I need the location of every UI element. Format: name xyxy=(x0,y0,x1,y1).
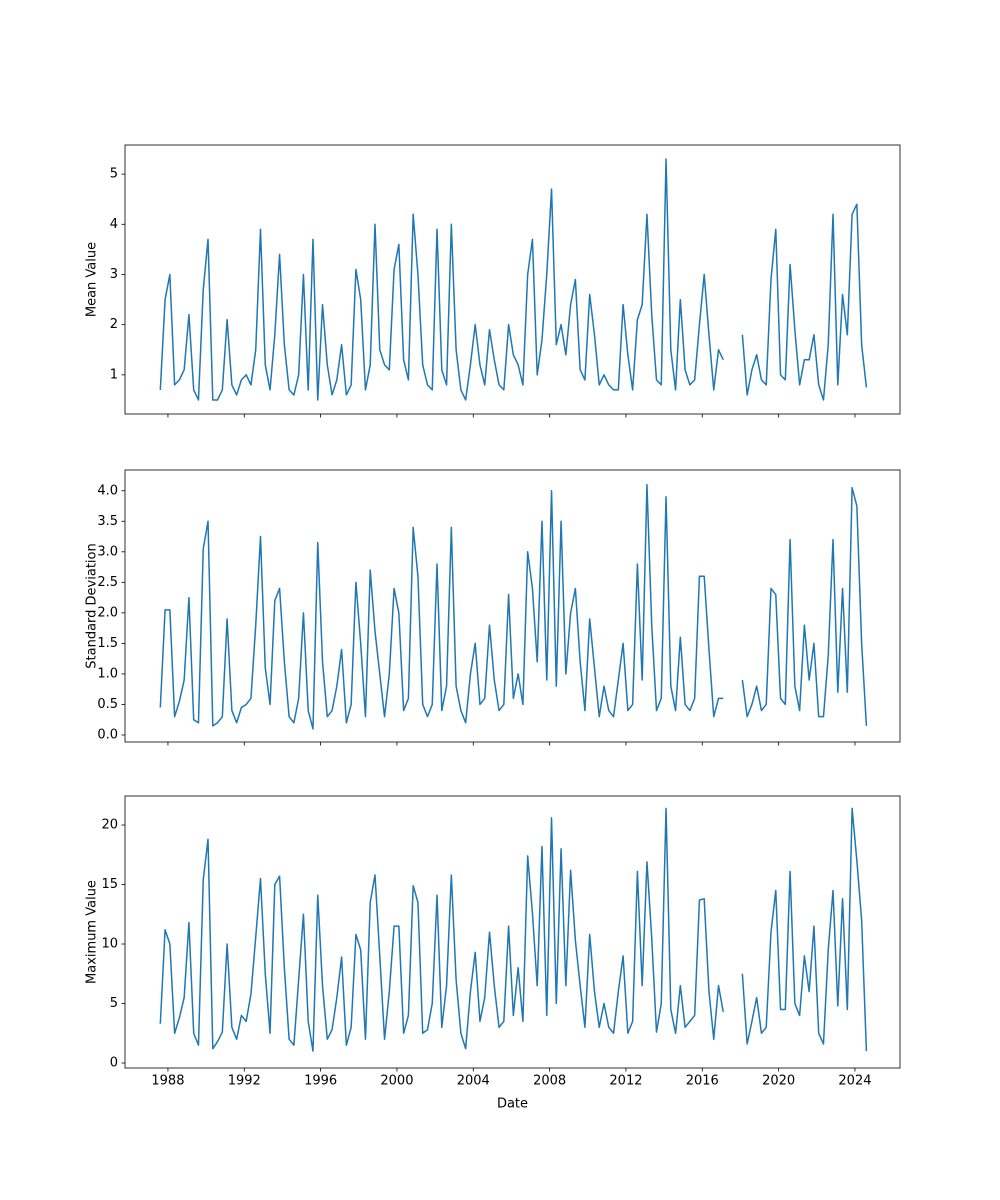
y-tick-label: 5 xyxy=(110,167,118,182)
data-line xyxy=(159,807,868,1052)
y-tick-label: 2.0 xyxy=(97,605,118,620)
x-tick-label: 2004 xyxy=(457,1074,490,1089)
x-tick-label: 2000 xyxy=(380,1074,413,1089)
axes-frame xyxy=(124,469,901,743)
x-tick-label: 2008 xyxy=(533,1074,566,1089)
data-line xyxy=(159,158,868,401)
y-axis-label: Mean Value xyxy=(85,242,100,317)
axes-frame xyxy=(124,144,901,415)
x-tick-label: 2024 xyxy=(838,1074,871,1089)
y-tick-label: 20 xyxy=(101,818,118,833)
y-tick-label: 4.0 xyxy=(97,483,118,498)
y-tick-label: 3 xyxy=(110,267,118,282)
y-tick-label: 4 xyxy=(110,217,118,232)
y-tick-label: 2 xyxy=(110,317,118,332)
x-tick-label: 1996 xyxy=(304,1074,337,1089)
y-tick-label: 1.5 xyxy=(97,636,118,651)
y-tick-label: 3.0 xyxy=(97,544,118,559)
y-tick-label: 1 xyxy=(110,367,118,382)
x-tick-label: 1992 xyxy=(228,1074,261,1089)
y-tick-label: 15 xyxy=(101,877,118,892)
data-line xyxy=(159,483,868,730)
x-tick-label: 1988 xyxy=(151,1074,184,1089)
y-tick-label: 2.5 xyxy=(97,575,118,590)
y-tick-label: 1.0 xyxy=(97,666,118,681)
y-tick-label: 5 xyxy=(110,996,118,1011)
y-axis-label: Standard Deviation xyxy=(85,543,100,668)
y-tick-label: 0 xyxy=(110,1056,118,1071)
y-tick-label: 10 xyxy=(101,937,118,952)
y-axis-label: Maximum Value xyxy=(85,880,100,984)
x-tick-label: 2012 xyxy=(609,1074,642,1089)
y-tick-label: 0.5 xyxy=(97,697,118,712)
x-tick-label: 2020 xyxy=(762,1074,795,1089)
y-tick-label: 3.5 xyxy=(97,514,118,529)
x-tick-label: 2016 xyxy=(686,1074,719,1089)
x-axis-label: Date xyxy=(497,1097,528,1112)
y-tick-label: 0.0 xyxy=(97,727,118,742)
axes-frame xyxy=(124,795,901,1069)
